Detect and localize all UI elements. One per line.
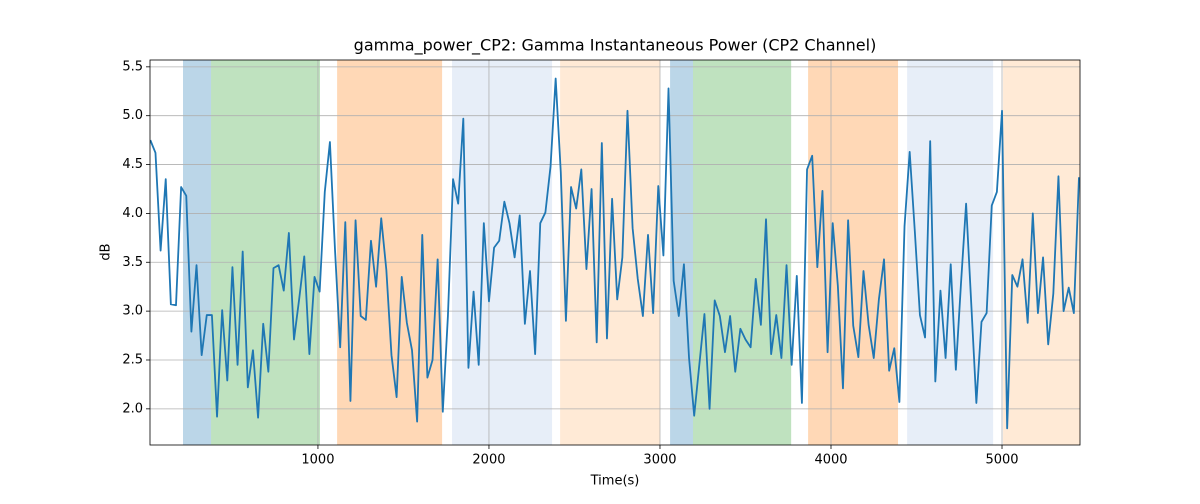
chart-title: gamma_power_CP2: Gamma Instantaneous Pow… [354,36,877,56]
shaded-span [337,60,443,445]
ticks: 1000 2000 3000 4000 5000 2.0 2.5 3.0 3.5 4.0 4.5 5.… [122,59,1018,467]
y-tick-label: 2.5 [122,352,143,367]
lines [150,77,1080,430]
x-tick-label: 5000 [985,453,1018,468]
shaded-span [452,60,553,445]
shaded-span [670,60,693,445]
shaded-span [808,60,899,445]
x-axis-label: Time(s) [590,474,640,489]
plot-frame [149,59,1081,446]
shaded-span [692,60,792,445]
y-tick-label: 3.0 [122,304,143,319]
shaded-span [907,60,994,445]
spans [183,60,1080,445]
y-tick-label: 5.0 [122,108,143,123]
shaded-span [183,60,212,445]
x-tick-label: 4000 [814,453,847,468]
y-tick-label: 3.5 [122,255,143,270]
y-axis-label: dB [99,243,114,260]
data-line [150,77,1080,430]
y-tick-label: 4.0 [122,206,143,221]
x-tick-label: 2000 [472,453,505,468]
shaded-span [211,60,320,445]
y-tick-label: 2.0 [122,401,143,416]
y-tick-label: 5.5 [122,59,143,74]
shaded-span [1003,60,1080,445]
x-tick-label: 1000 [301,453,334,468]
x-tick-label: 3000 [643,453,676,468]
y-tick-label: 4.5 [122,157,143,172]
